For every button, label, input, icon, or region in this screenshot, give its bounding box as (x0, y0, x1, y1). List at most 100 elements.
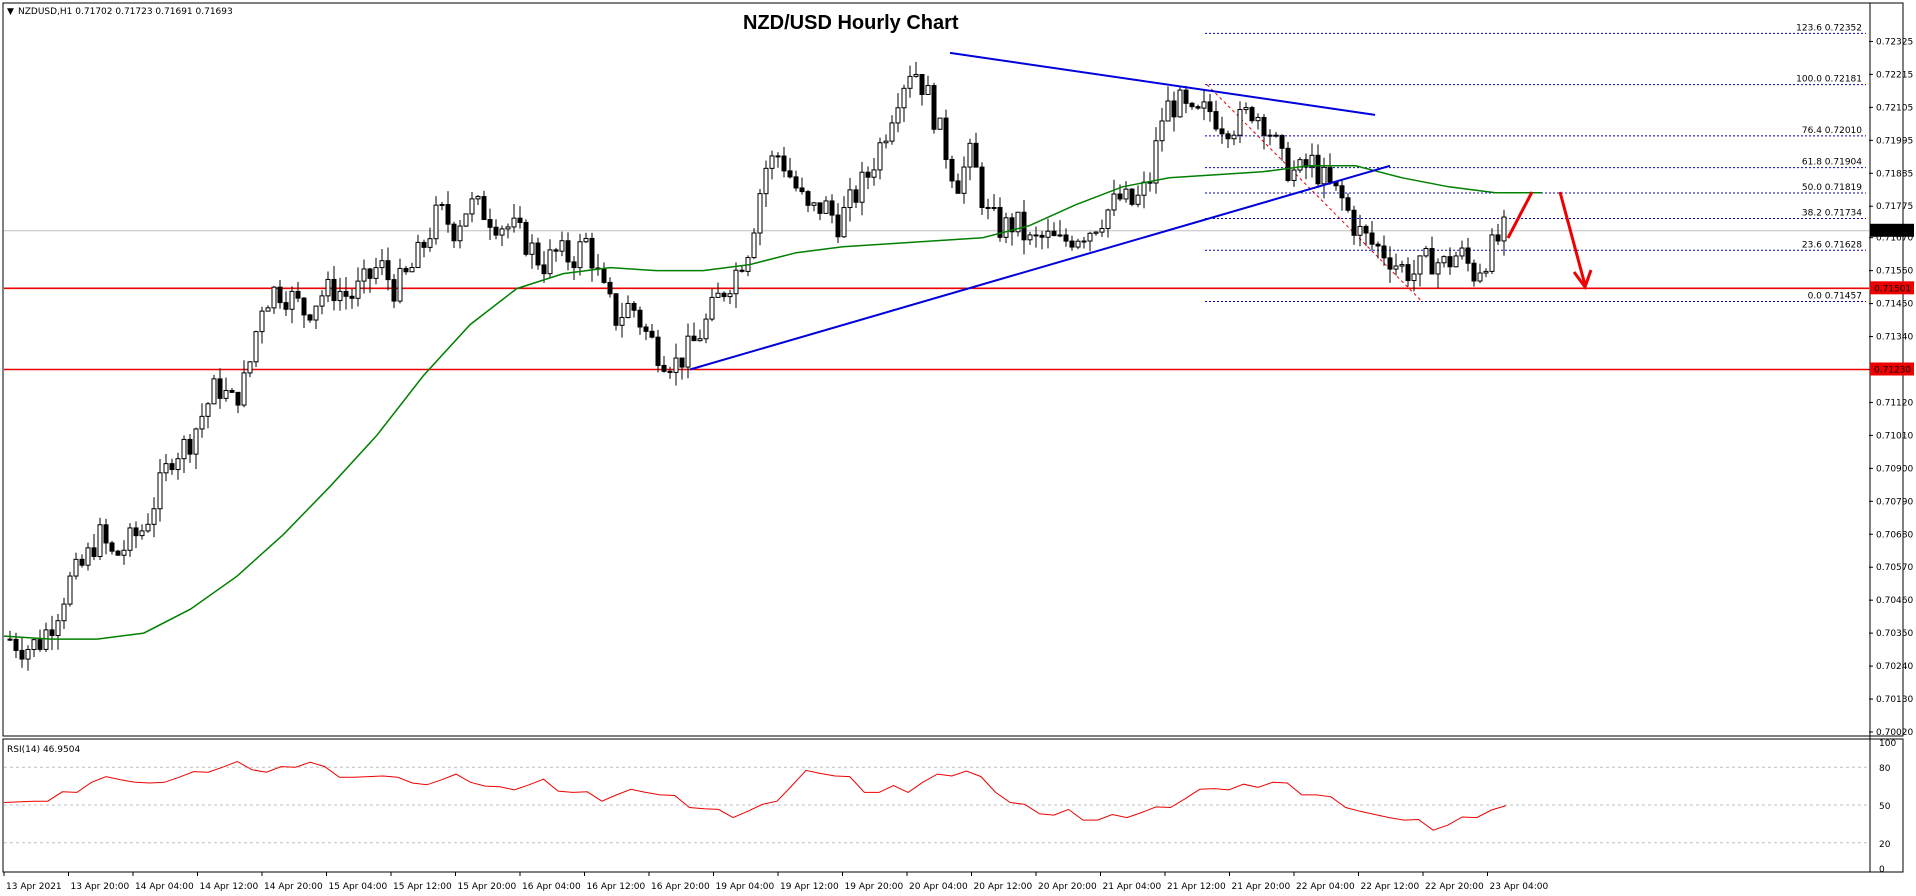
candle-body (385, 260, 391, 281)
candle-body (403, 267, 409, 273)
candle-body (1087, 232, 1093, 242)
candle-body (1351, 209, 1357, 236)
candle-body (769, 155, 775, 169)
candle-body (835, 214, 841, 238)
candle-body (463, 213, 469, 227)
candle-body (451, 223, 457, 242)
candle-body (787, 170, 793, 178)
candle-body (1453, 255, 1459, 268)
candle-body (1063, 234, 1069, 242)
candle-body (229, 390, 235, 393)
price-tick-label: 0.72215 (1876, 70, 1913, 80)
candle-body (283, 302, 289, 310)
rsi-tick-label: 50 (1879, 802, 1891, 812)
time-tick-label: 16 Apr 20:00 (651, 882, 710, 892)
candle-body (1309, 154, 1315, 168)
candles (7, 61, 1507, 671)
candle-body (607, 281, 613, 295)
fib-level-label: 38.2 0.71734 (1802, 209, 1862, 219)
candle-body (1441, 256, 1447, 264)
candle-body (859, 171, 865, 203)
candle-body (1381, 245, 1387, 259)
candle-body (1429, 248, 1435, 275)
candle-body (1303, 159, 1309, 168)
candle-body (223, 390, 229, 399)
time-tick-label: 20 Apr 04:00 (909, 882, 968, 892)
price-labels: 0.71501 0.71230 0.71693 (1870, 223, 1914, 376)
candle-body (427, 238, 433, 248)
rsi-line (3, 760, 1507, 831)
candle-body (1483, 270, 1489, 274)
price-tick-label: 0.70240 (1876, 662, 1913, 672)
descending-resistance-trendline (949, 51, 1376, 116)
candle-body (1471, 262, 1477, 282)
price-tick-label: 0.71670 (1876, 234, 1913, 244)
candle-body (349, 295, 355, 299)
price-tick-label: 0.71775 (1876, 202, 1913, 212)
candle-body (505, 226, 511, 230)
candle-body (1393, 265, 1399, 270)
candle-body (397, 267, 403, 302)
candle-body (553, 249, 559, 252)
time-tick-label: 23 Apr 04:00 (1490, 882, 1549, 892)
candle-body (1195, 106, 1201, 109)
price-tick-label: 0.70350 (1876, 629, 1913, 639)
candle-body (1153, 140, 1159, 184)
candle-body (139, 530, 145, 537)
candle-body (1261, 116, 1267, 136)
candle-body (847, 189, 853, 209)
price-tag-bg (1870, 223, 1914, 237)
candle-body (871, 169, 877, 178)
candle-body (121, 549, 127, 556)
candle-body (1075, 240, 1081, 248)
price-tick-label: 0.72105 (1876, 103, 1913, 113)
candle-body (1411, 273, 1417, 282)
candle-body (331, 278, 337, 302)
candle-body (883, 140, 889, 144)
candle-body (865, 171, 871, 178)
candle-body (1405, 264, 1411, 282)
candle-body (901, 87, 907, 109)
candle-body (829, 200, 835, 216)
candle-body (739, 269, 745, 272)
candle-body (1297, 159, 1303, 171)
time-tick-label: 15 Apr 20:00 (458, 882, 517, 892)
candle-body (1387, 257, 1393, 270)
candle-body (1033, 234, 1039, 237)
candle-body (691, 335, 697, 342)
price-tick-label: 0.71450 (1876, 300, 1913, 310)
candle-body (1465, 247, 1471, 264)
time-tick-label: 21 Apr 12:00 (1167, 882, 1226, 892)
candle-body (925, 85, 931, 96)
candle-body (1027, 234, 1033, 241)
candle-body (91, 547, 97, 557)
candle-body (1339, 185, 1345, 199)
candle-body (1225, 133, 1231, 140)
price-tick-label: 0.70900 (1876, 464, 1913, 474)
candle-body (307, 314, 313, 321)
candle-body (1081, 240, 1087, 243)
candle-body (1141, 181, 1147, 196)
candle-body (1315, 154, 1321, 185)
candle-body (967, 142, 973, 168)
candle-body (493, 226, 499, 236)
arrow-down-head (1572, 269, 1593, 291)
price-tag-bg (1870, 362, 1914, 376)
candle-body (763, 167, 769, 195)
time-tick-label: 13 Apr 20:00 (71, 882, 130, 892)
candle-body (799, 187, 805, 193)
candle-body (1321, 166, 1327, 185)
candle-body (73, 558, 79, 577)
ascending-support-trendline (689, 164, 1391, 371)
candle-body (391, 279, 397, 302)
candle-body (961, 166, 967, 194)
candle-body (997, 207, 1003, 238)
candle-body (1207, 101, 1213, 113)
time-tick-label: 16 Apr 12:00 (587, 882, 646, 892)
candle-body (295, 290, 301, 299)
candle-body (337, 290, 343, 302)
rsi-tick-label: 20 (1879, 840, 1891, 850)
candle-body (13, 638, 19, 651)
candle-body (817, 202, 823, 214)
candle-body (259, 310, 265, 333)
